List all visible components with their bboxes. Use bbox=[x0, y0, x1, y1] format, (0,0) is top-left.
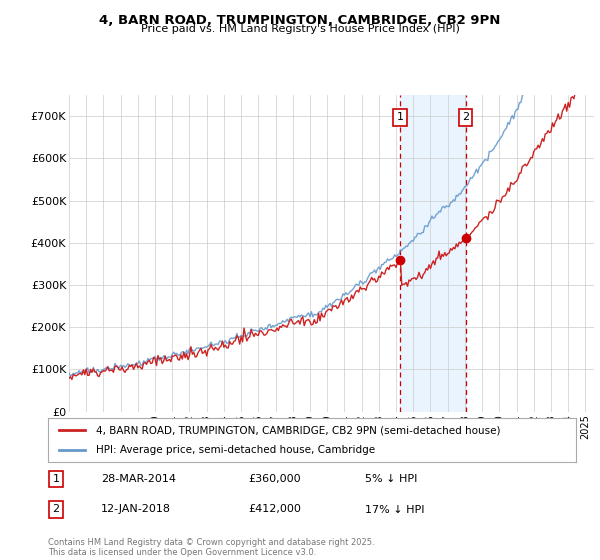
Text: HPI: Average price, semi-detached house, Cambridge: HPI: Average price, semi-detached house,… bbox=[95, 445, 374, 455]
Text: 1: 1 bbox=[397, 113, 404, 122]
Text: 2: 2 bbox=[52, 505, 59, 515]
Text: 5% ↓ HPI: 5% ↓ HPI bbox=[365, 474, 417, 484]
Text: 28-MAR-2014: 28-MAR-2014 bbox=[101, 474, 176, 484]
Text: 17% ↓ HPI: 17% ↓ HPI bbox=[365, 505, 424, 515]
Text: 2: 2 bbox=[462, 113, 469, 122]
Text: £412,000: £412,000 bbox=[248, 505, 302, 515]
Text: 4, BARN ROAD, TRUMPINGTON, CAMBRIDGE, CB2 9PN (semi-detached house): 4, BARN ROAD, TRUMPINGTON, CAMBRIDGE, CB… bbox=[95, 425, 500, 435]
Bar bbox=[400, 95, 466, 412]
Text: £360,000: £360,000 bbox=[248, 474, 301, 484]
Text: Contains HM Land Registry data © Crown copyright and database right 2025.
This d: Contains HM Land Registry data © Crown c… bbox=[48, 538, 374, 557]
Text: Price paid vs. HM Land Registry's House Price Index (HPI): Price paid vs. HM Land Registry's House … bbox=[140, 24, 460, 34]
Text: 1: 1 bbox=[52, 474, 59, 484]
Text: 12-JAN-2018: 12-JAN-2018 bbox=[101, 505, 171, 515]
Text: 4, BARN ROAD, TRUMPINGTON, CAMBRIDGE, CB2 9PN: 4, BARN ROAD, TRUMPINGTON, CAMBRIDGE, CB… bbox=[100, 14, 500, 27]
